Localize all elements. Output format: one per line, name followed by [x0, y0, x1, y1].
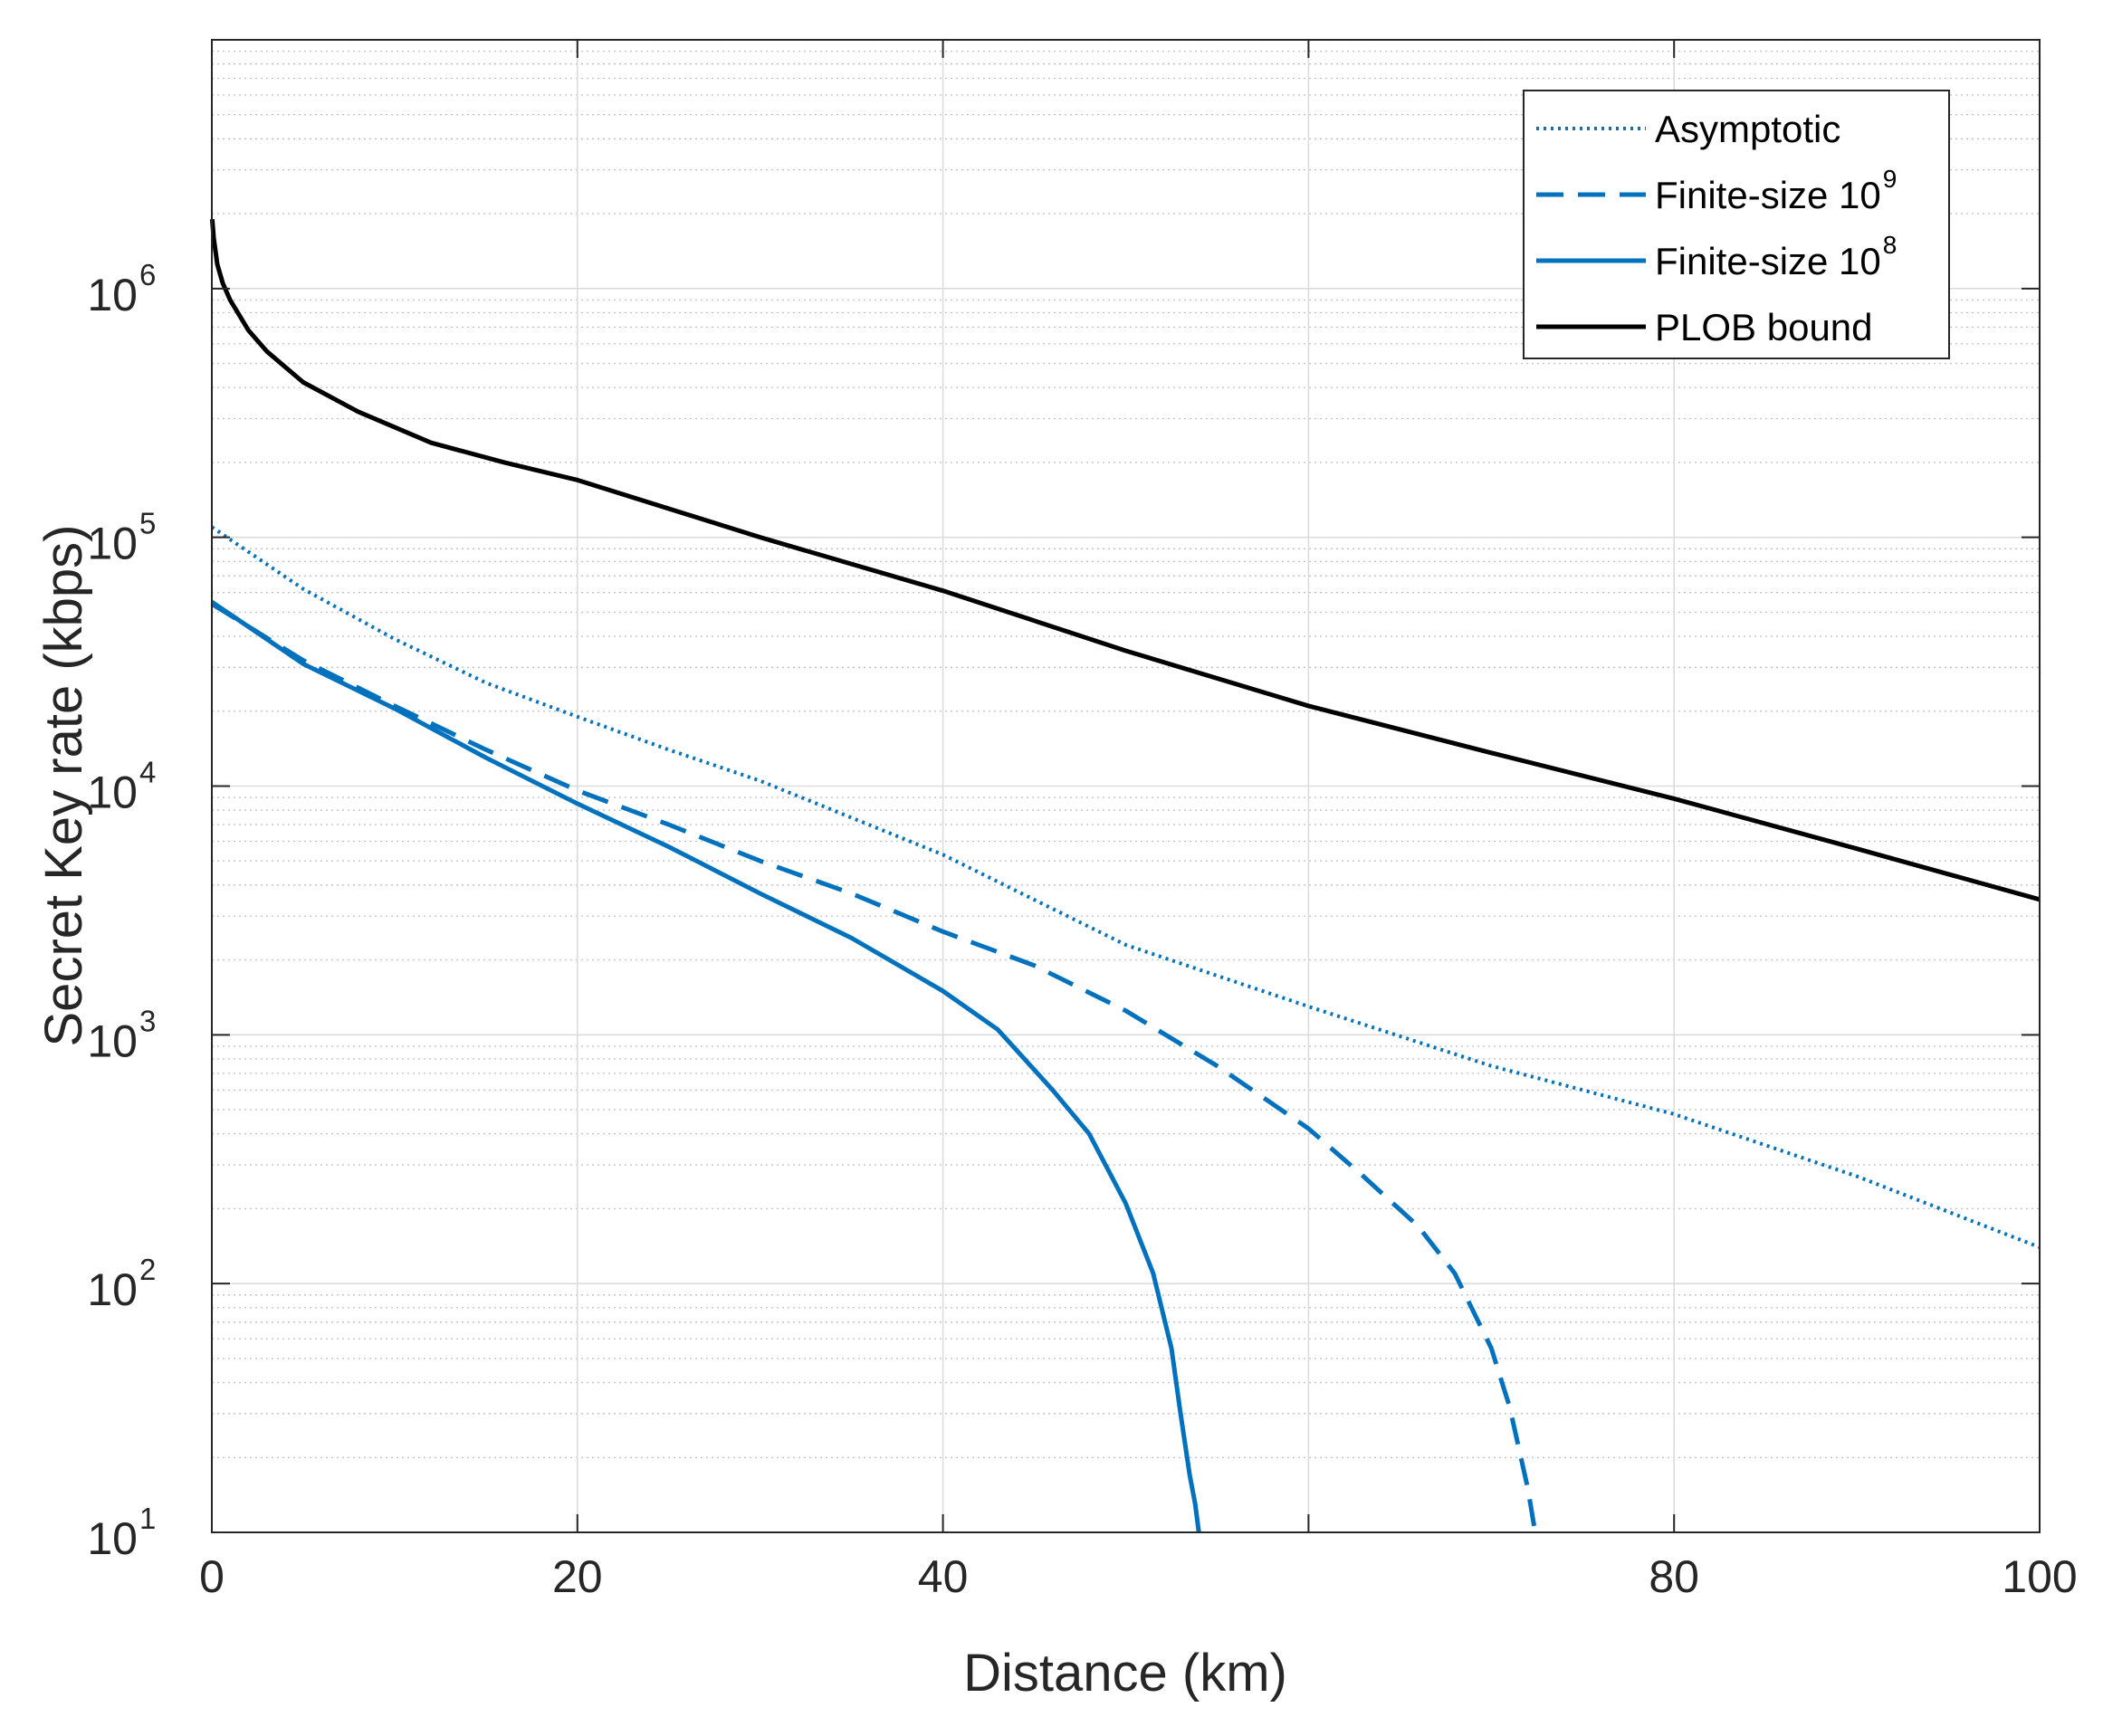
y-axis-label: Secret Key rate (kbps)	[34, 525, 93, 1047]
y-tick-exponent: 1	[139, 1502, 156, 1535]
y-tick-base: 10	[87, 270, 138, 320]
legend-entry: PLOB bound	[1536, 306, 1873, 348]
y-tick-base: 10	[87, 519, 138, 569]
legend-label-exponent: 8	[1883, 231, 1897, 259]
x-tick-label: 80	[1649, 1551, 1699, 1602]
legend-box	[1523, 90, 1950, 359]
y-tick-exponent: 3	[139, 1004, 156, 1037]
x-tick-label: 20	[552, 1551, 603, 1602]
y-tick-base: 10	[87, 1513, 138, 1564]
y-tick-base: 10	[87, 1264, 138, 1315]
y-tick-exponent: 4	[139, 756, 156, 789]
y-tick-base: 10	[87, 1016, 138, 1066]
x-tick-label: 40	[918, 1551, 969, 1602]
y-tick-exponent: 5	[139, 507, 156, 540]
series-line-plob-bound	[209, 219, 2041, 902]
x-tick-label: 0	[199, 1551, 225, 1602]
series-line-finite-size-10-8	[210, 599, 1201, 1533]
legend-label: Finite-size 10	[1655, 174, 1881, 216]
y-tick-label: 10 3	[87, 1004, 156, 1066]
legend-label: Finite-size 10	[1655, 240, 1881, 282]
legend-label: PLOB bound	[1655, 306, 1873, 348]
y-tick-exponent: 6	[139, 258, 156, 291]
legend-label: Asymptotic	[1655, 108, 1840, 150]
series-line-asymptotic	[210, 525, 2041, 1249]
y-tick-exponent: 2	[139, 1253, 156, 1286]
y-tick-label: 10 1	[87, 1502, 156, 1564]
series-lines	[209, 219, 2041, 1533]
x-tick-label: 100	[2002, 1551, 2077, 1602]
y-tick-label: 10 2	[87, 1253, 156, 1315]
y-tick-label: 10 4	[87, 756, 156, 818]
legend-entry: Finite-size 10 8	[1536, 231, 1897, 282]
legend-entry: Asymptotic	[1536, 108, 1840, 150]
legend-entry: Finite-size 10 9	[1536, 165, 1897, 216]
y-tick-label: 10 5	[87, 507, 156, 569]
y-tick-base: 10	[87, 768, 138, 818]
y-tick-label: 10 6	[87, 258, 156, 320]
x-axis-label: Distance (km)	[963, 1644, 1287, 1703]
legend-label-exponent: 9	[1883, 165, 1897, 193]
